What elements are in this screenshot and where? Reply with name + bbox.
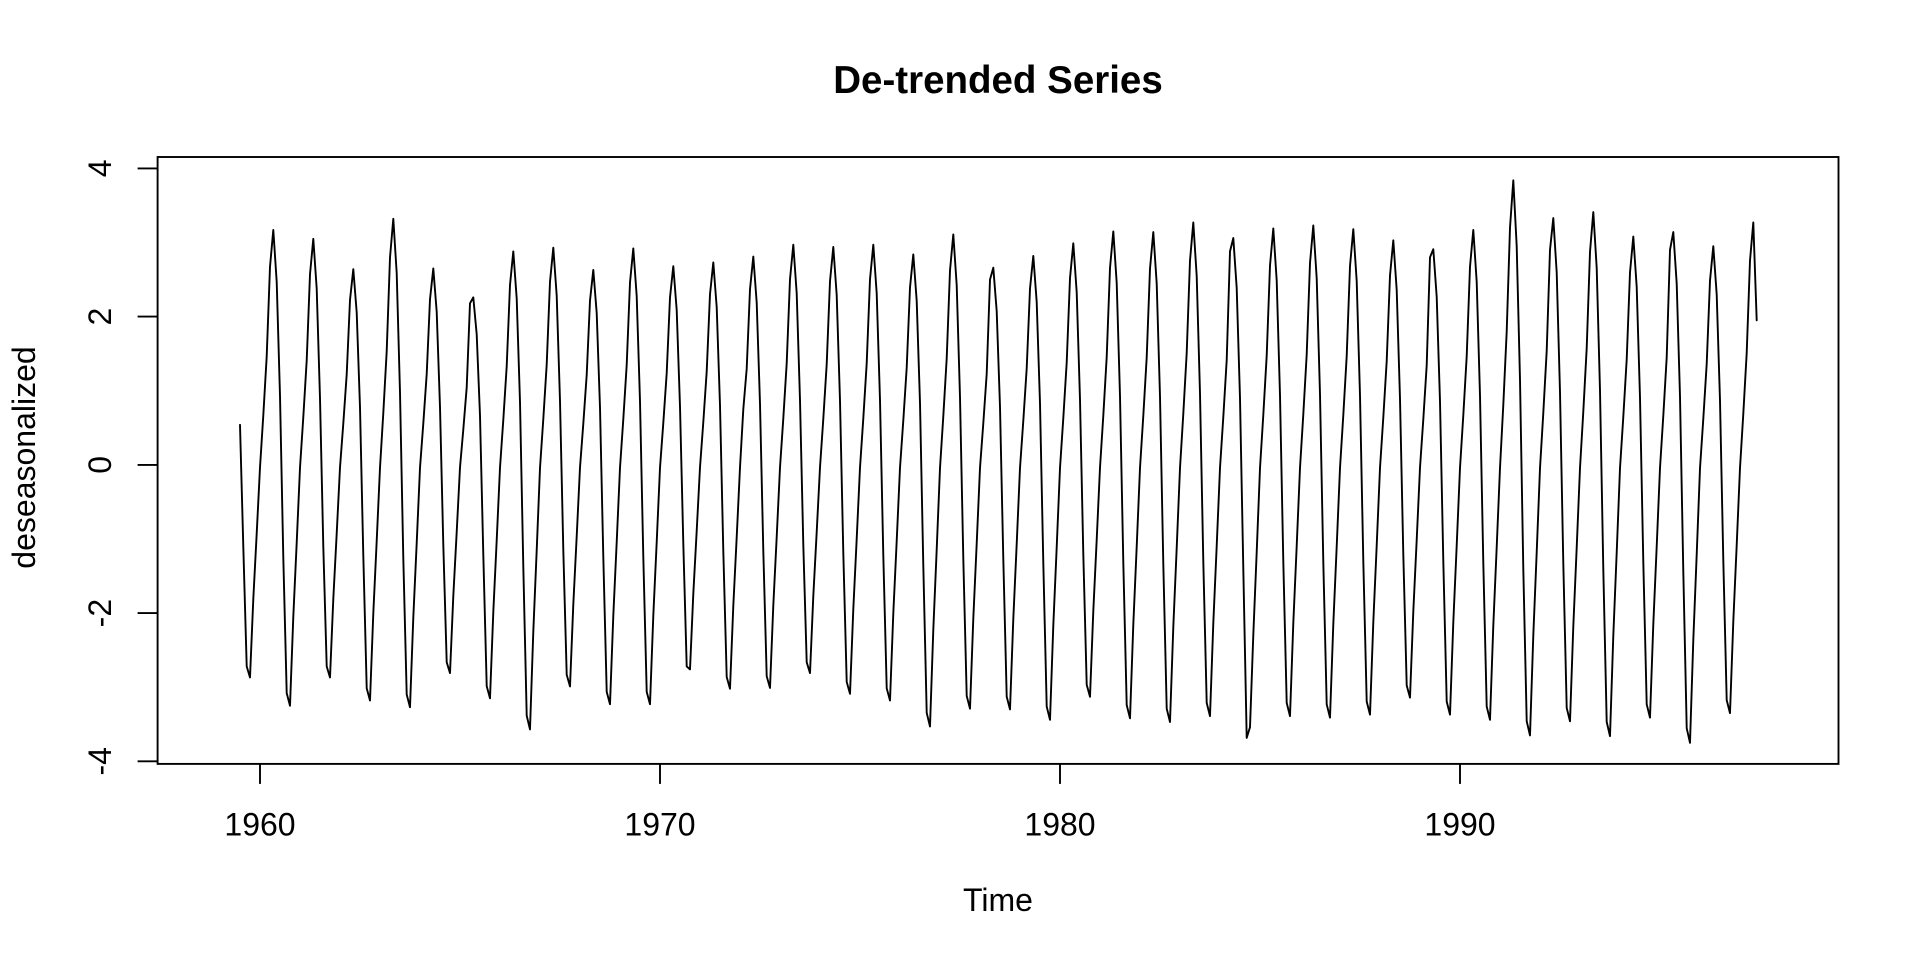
svg-text:-4: -4 — [82, 747, 118, 775]
svg-text:4: 4 — [82, 160, 118, 178]
svg-text:0: 0 — [82, 456, 118, 474]
svg-text:1990: 1990 — [1424, 807, 1495, 843]
svg-text:1970: 1970 — [624, 807, 695, 843]
svg-text:De-trended Series: De-trended Series — [833, 59, 1163, 102]
svg-text:deseasonalized: deseasonalized — [6, 346, 42, 568]
svg-text:Time: Time — [963, 882, 1033, 918]
svg-text:-2: -2 — [82, 599, 118, 627]
svg-text:2: 2 — [82, 308, 118, 326]
svg-text:1960: 1960 — [224, 807, 295, 843]
svg-text:1980: 1980 — [1024, 807, 1095, 843]
